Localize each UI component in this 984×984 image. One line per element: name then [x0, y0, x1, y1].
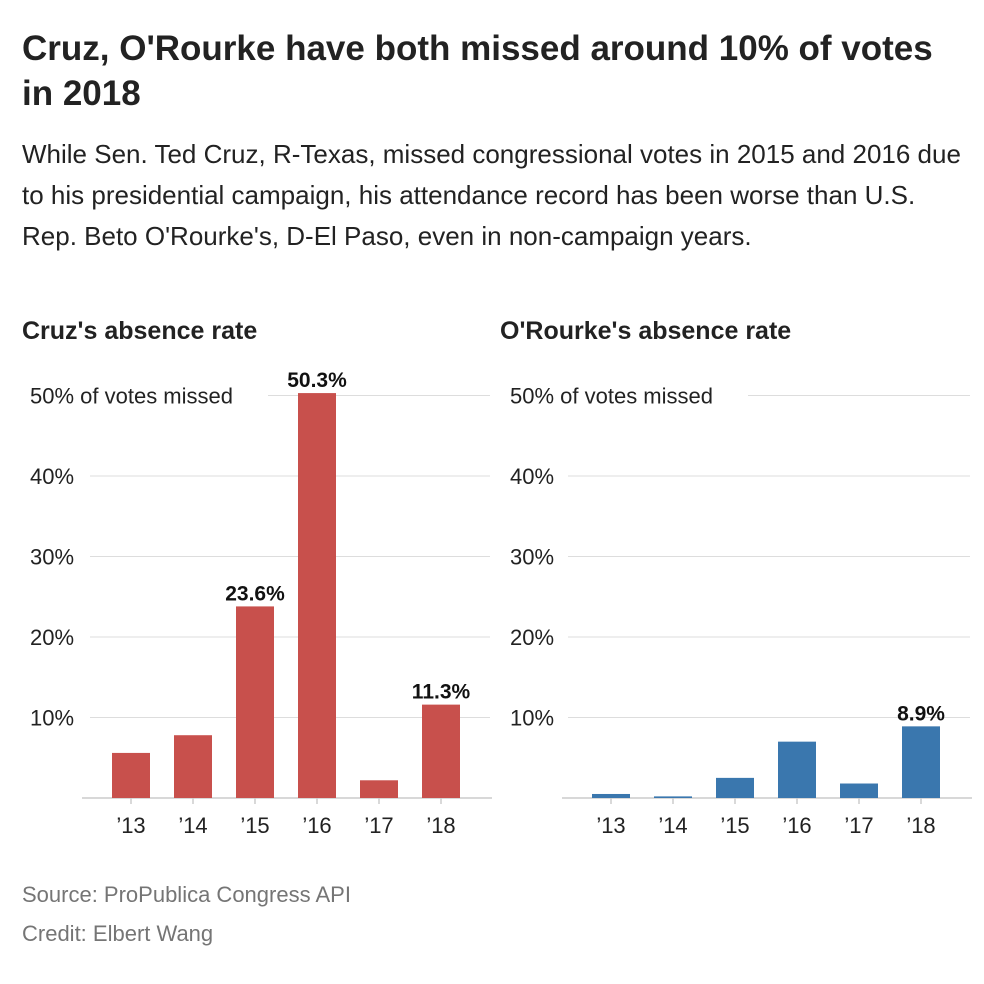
cruz-data-label: 11.3%	[412, 681, 471, 704]
cruz-bar	[422, 704, 460, 798]
cruz-ytick-label: 30%	[30, 545, 74, 570]
orourke-x-tick-label: ’16	[782, 813, 811, 838]
cruz-x-tick-label: ’15	[240, 813, 269, 838]
orourke-data-label: 8.9%	[897, 702, 945, 725]
cruz-ytick-label: 40%	[30, 464, 74, 489]
cruz-data-label: 50.3%	[287, 369, 347, 392]
orourke-x-tick-label: ’13	[596, 813, 625, 838]
cruz-ytick-label: 50% of votes missed	[30, 384, 233, 409]
orourke-x-tick-label: ’17	[844, 813, 873, 838]
cruz-bar-chart: 10% 20% 30% 40% 50% of votes missed ’13 ’14 ’15…	[30, 369, 492, 838]
orourke-ytick-label: 10%	[510, 706, 554, 731]
orourke-x-tick-label: ’15	[720, 813, 749, 838]
cruz-x-tick-label: ’14	[178, 813, 207, 838]
source-note: Source: ProPublica Congress API	[22, 882, 351, 907]
orourke-bar	[592, 793, 630, 798]
orourke-bar	[840, 783, 878, 798]
cruz-bar	[360, 780, 398, 798]
cruz-bar	[298, 393, 336, 798]
orourke-bar-chart: 10% 20% 30% 40% 50% of votes missed ’13 ’14 ’15…	[510, 384, 972, 838]
cruz-bar	[236, 606, 274, 798]
orourke-bar	[716, 777, 754, 798]
orourke-bar	[654, 796, 692, 798]
orourke-ytick-label: 40%	[510, 464, 554, 489]
orourke-ytick-label: 50% of votes missed	[510, 384, 713, 409]
cruz-x-tick-label: ’16	[302, 813, 331, 838]
orourke-x-tick-label: ’18	[906, 813, 935, 838]
cruz-ytick-label: 20%	[30, 625, 74, 650]
cruz-bar	[112, 752, 150, 798]
orourke-x-tick-label: ’14	[658, 813, 687, 838]
chart-subtitle: While Sen. Ted Cruz, R-Texas, missed con…	[22, 139, 961, 251]
orourke-panel-title: O'Rourke's absence rate	[500, 317, 792, 345]
cruz-data-label: 23.6%	[225, 582, 285, 605]
orourke-bar	[778, 741, 816, 798]
credit-note: Credit: Elbert Wang	[22, 921, 214, 946]
cruz-bar	[174, 735, 212, 798]
cruz-x-tick-label: ’18	[426, 813, 455, 838]
orourke-bar	[902, 726, 940, 798]
cruz-x-tick-label: ’13	[116, 813, 145, 838]
orourke-ytick-label: 20%	[510, 625, 554, 650]
cruz-panel-title: Cruz's absence rate	[22, 317, 258, 345]
orourke-ytick-label: 30%	[510, 545, 554, 570]
cruz-ytick-label: 10%	[30, 706, 74, 731]
chart-title: Cruz, O'Rourke have both missed around 1…	[22, 29, 933, 113]
cruz-x-tick-label: ’17	[364, 813, 393, 838]
